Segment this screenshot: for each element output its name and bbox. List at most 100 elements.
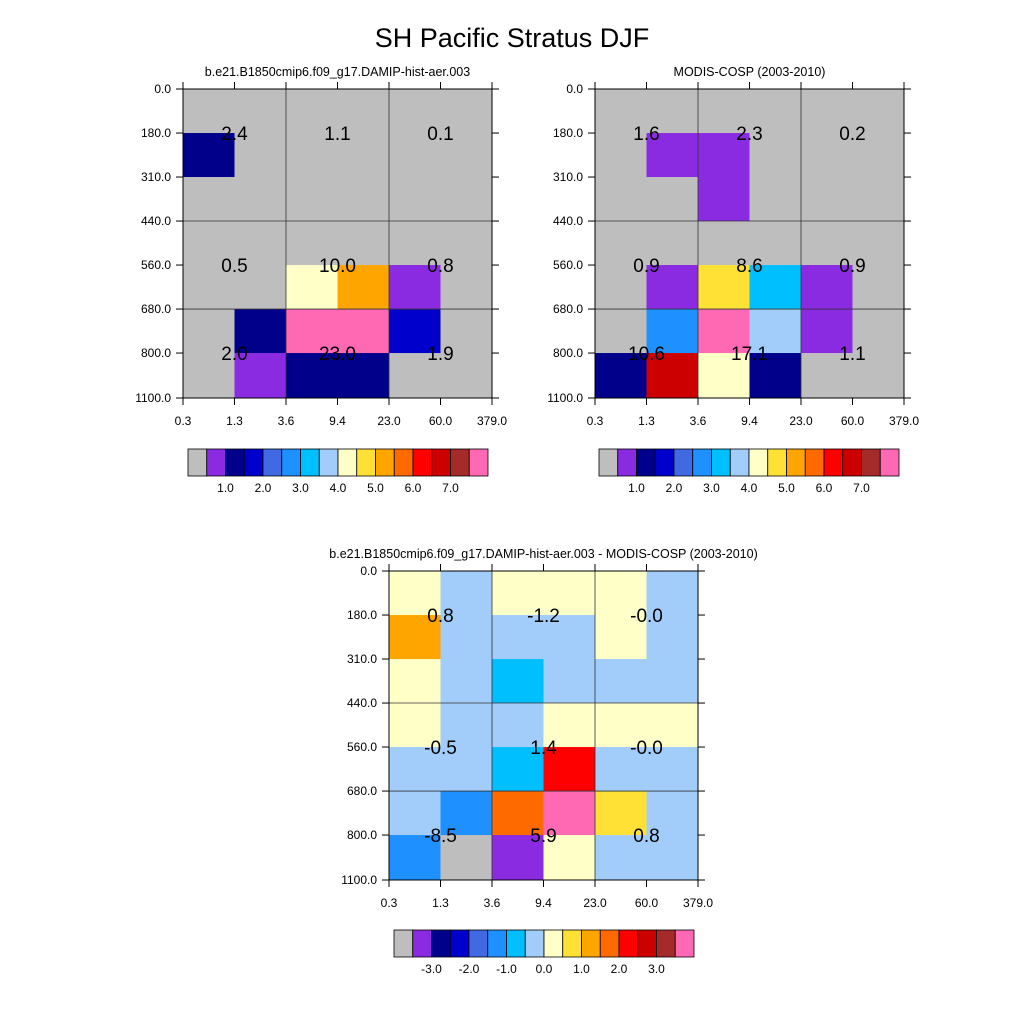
x-tick-label: 9.4 [741,414,758,428]
colorbar-label: 7.0 [442,481,459,495]
colorbar-label: 1.0 [573,962,590,976]
panel-2: MODIS-COSP (2003-2010) 0.3 1.3 3.6 9.4 23.0 60… [547,65,919,495]
colorbar-swatch [861,448,881,477]
heatmap-cell [595,265,647,310]
heatmap-cell [183,221,235,266]
y-tick-label: 800.0 [141,346,171,360]
box-value-label: -0.5 [424,738,457,759]
colorbar-swatch [654,448,675,477]
box-value-label: 1.9 [427,344,453,365]
main-title: SH Pacific Stratus DJF [375,23,650,53]
box-value-label: 2.0 [221,344,247,365]
heatmap-cell [183,133,235,178]
box-value-label: 0.9 [633,256,659,277]
heatmap-cell [286,177,338,222]
heatmap-cell [389,571,441,616]
panels: b.e21.B1850cmip6.f09_g17.DAMIP-hist-aer.… [135,65,919,976]
heatmap-cell [337,177,390,222]
heatmap-cell [543,615,596,660]
heatmap-cell [286,309,338,354]
colorbar-label: 2.0 [666,481,683,495]
heatmap-cell [337,89,390,134]
heatmap-cell [595,133,647,178]
x-tick-label: 3.6 [690,414,707,428]
heatmap-cell [234,353,287,399]
heatmap-cell [646,703,699,748]
colorbar-swatch [823,448,844,477]
heatmap-cell [234,309,287,354]
heatmap-cell [646,791,699,836]
y-tick-label: 440.0 [553,214,583,228]
heatmap-cell [183,265,235,310]
heatmap-cell [389,659,441,704]
heatmap-cell [698,89,750,134]
colorbar-label: 5.0 [778,481,795,495]
colorbar-swatch [431,929,451,958]
y-tick-label: 310.0 [553,170,583,184]
heatmap-cell [801,221,853,266]
colorbar-swatch [786,448,806,477]
y-tick-label: 440.0 [347,696,377,710]
heatmap-cell [337,309,390,354]
colorbar-label: -3.0 [421,962,442,976]
heatmap-cell [543,659,596,704]
colorbar-swatch [673,448,694,477]
colorbar-label: 2.0 [255,481,272,495]
colorbar-label: 3.0 [648,962,665,976]
box-value-label: 1.4 [530,738,557,759]
heatmap-cell [440,703,493,748]
heatmap-cell [646,221,699,266]
x-tick-label: 1.3 [638,414,655,428]
heatmap-cell [492,659,544,704]
colorbar-label: 2.0 [611,962,628,976]
y-tick-label: 800.0 [553,346,583,360]
heatmap-cell [389,89,441,134]
colorbar-swatch [543,929,564,958]
x-tick-label: 379.0 [477,414,507,428]
heatmap-cell [801,353,853,399]
colorbar-swatch [842,448,862,477]
heatmap-cell [183,309,235,354]
y-tick-label: 800.0 [347,828,377,842]
colorbar-swatch [729,448,750,477]
heatmap-cell [337,133,390,178]
colorbar-swatch [692,448,712,477]
heatmap-cell [852,133,905,178]
y-tick-label: 0.0 [566,82,583,96]
heatmap-cell [440,791,493,836]
heatmap-cell [749,89,802,134]
colorbar-label: 0.0 [536,962,553,976]
y-tick-label: 1100.0 [547,391,583,405]
heatmap-cell [852,353,905,399]
colorbar-label: 6.0 [816,481,833,495]
y-tick-label: 680.0 [347,784,377,798]
x-tick-label: 23.0 [789,414,813,428]
colorbar-swatch [524,929,545,958]
colorbar-label: 3.0 [292,481,309,495]
heatmap-cell [337,353,390,399]
colorbar-swatch [187,448,208,477]
heatmap-cell [646,659,699,704]
colorbar-swatch [262,448,283,477]
heatmap-cell [440,221,493,266]
colorbar-swatch [300,448,320,477]
heatmap-cell [852,265,905,310]
box-value-label: 10.6 [628,344,665,365]
heatmap-cell [440,309,493,354]
heatmap-cell [492,835,544,881]
heatmap-cell [286,221,338,266]
heatmap-cell [595,309,647,354]
colorbar-swatch [506,929,526,958]
colorbar-swatch [637,929,657,958]
x-tick-label: 379.0 [889,414,919,428]
x-tick-label: 3.6 [278,414,295,428]
box-value-label: 0.8 [427,606,453,627]
colorbar-swatch [393,448,414,477]
heatmap-cell [440,177,493,222]
colorbar-swatch [767,448,787,477]
heatmap-cell [543,703,596,748]
box-value-label: 1.1 [839,344,865,365]
heatmap-cell [492,747,544,792]
heatmap-cell [183,177,235,222]
heatmap-cell [801,309,853,354]
